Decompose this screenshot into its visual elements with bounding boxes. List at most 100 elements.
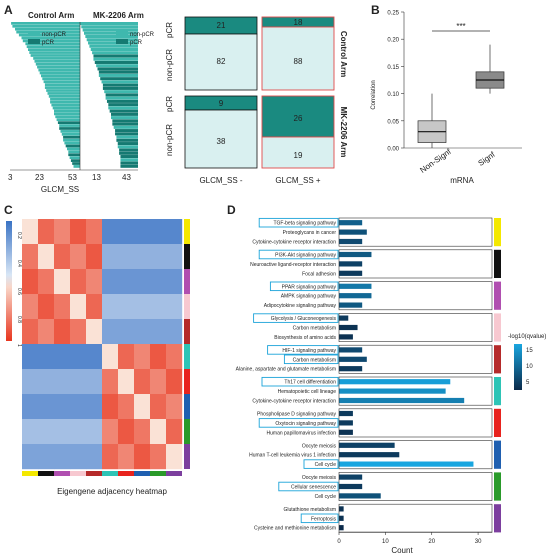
heatmap-cell	[134, 394, 151, 420]
pathway-highlight-box	[269, 281, 339, 292]
qvalue-legend-title: -log10(qvalue)	[508, 334, 546, 340]
heatmap-cell	[54, 419, 71, 445]
pathway-label: Focal adhesion	[302, 271, 336, 277]
heatmap-cell	[70, 269, 87, 295]
control-bar	[59, 127, 80, 130]
heatmap-cell	[134, 294, 151, 320]
heatmap-cell	[166, 344, 183, 370]
group-color-strip	[494, 218, 501, 247]
group-frame	[338, 503, 493, 533]
heatmap-cell	[70, 319, 87, 345]
heatmap-cell	[22, 219, 39, 245]
cell-mk-nonpcr-pos	[261, 136, 335, 169]
pathway-label: Hematopoietic cell lineage	[278, 389, 337, 395]
mk-bar	[105, 96, 138, 100]
control-bar	[51, 103, 80, 107]
b-boxes	[417, 44, 505, 148]
pathway-highlight-box	[261, 376, 339, 387]
control-bar	[68, 153, 80, 157]
mk-bar	[113, 125, 138, 129]
heatmap-cell	[54, 219, 71, 245]
module-color-side	[184, 319, 190, 344]
pathway-highlight-box	[258, 249, 339, 260]
group-frame	[338, 313, 493, 342]
heatmap-cell	[118, 394, 135, 420]
module-color-bottom	[166, 471, 182, 476]
heatmap-cell	[70, 294, 87, 320]
enrichment-bar	[339, 379, 451, 385]
enrichment-bar	[339, 388, 446, 394]
group-color-strip	[494, 249, 501, 278]
legend-swatch-nonpcr-ctrl	[28, 31, 40, 36]
pathway-label: Cytokine-cytokine receptor interaction	[252, 399, 336, 405]
heatmap-cell	[22, 294, 39, 320]
control-bar	[72, 162, 80, 165]
control-bar	[47, 92, 80, 95]
d-x-tick-label: 20	[428, 539, 435, 545]
enrichment-bar	[339, 251, 372, 258]
mk-bar	[88, 41, 138, 45]
heatmap-cell	[22, 244, 39, 270]
control-bar	[15, 27, 80, 31]
control-bar	[69, 156, 80, 160]
panel-a-table: 21 82 18 88 pCR non-pCR Control Arm 9 38…	[165, 16, 348, 185]
pathway-label: Cell cycle	[315, 494, 337, 500]
control-bar	[26, 45, 80, 49]
enrichment-bar	[339, 493, 381, 499]
pathway-label: Cysteine and methionine metabolism	[254, 526, 336, 532]
b-xlabel: mRNA	[450, 176, 474, 185]
val-mk-nonpcr-neg: 38	[217, 137, 226, 146]
enrichment-bar	[339, 220, 363, 226]
module-color-bottom	[118, 471, 134, 476]
d-x-tick-label: 0	[337, 539, 341, 545]
heatmap-color-scale	[6, 221, 12, 341]
heatmap-cell	[102, 369, 119, 395]
pathway-label: Carbon metabolism	[293, 357, 336, 363]
group-frame	[338, 217, 493, 247]
control-bar	[50, 97, 80, 101]
mk-bar	[108, 106, 138, 110]
heatmap-cell	[86, 294, 103, 320]
pathway-label: Biosynthesis of amino acids	[274, 335, 336, 341]
enrichment-bar	[339, 483, 363, 490]
heatmap-cell	[166, 219, 183, 245]
mk-bar	[81, 25, 138, 29]
heatmap-cell	[86, 444, 103, 470]
mk-bar	[102, 83, 138, 87]
enrichment-bar	[339, 334, 353, 340]
panel-b-boxplot: 0.00 0.05 0.10 0.15 0.20 0.25 *** Correlation…	[371, 11, 522, 185]
legend-swatch-pcr-mk	[116, 39, 128, 44]
group-mk: MK-2206 Arm	[339, 107, 348, 158]
mk-bar	[117, 142, 138, 146]
control-bar	[30, 54, 81, 57]
group-color-strip	[494, 472, 501, 501]
heatmap-cell	[86, 369, 103, 395]
heatmap-scale-tick: 1	[16, 344, 22, 347]
module-color-bottom	[150, 471, 166, 476]
val-ctrl-nonpcr-pos: 88	[294, 57, 303, 66]
module-color-side	[184, 444, 190, 469]
mk-bar	[97, 67, 138, 71]
heatmap-cell	[150, 269, 167, 295]
enrichment-bar	[339, 261, 363, 267]
mk-bar	[119, 148, 138, 152]
pathway-label: Human papillomavirus infection	[267, 430, 337, 436]
pathway-label: HIF-1 signaling pathway	[282, 348, 336, 354]
heatmap-cell	[54, 344, 71, 370]
heatmap-cell	[86, 244, 103, 270]
heatmap-cell	[54, 394, 71, 420]
enrichment-bar	[339, 506, 344, 512]
heatmap-cell	[70, 369, 87, 395]
enrichment-bar	[339, 461, 474, 467]
heatmap-cell	[166, 294, 183, 320]
group-frame	[338, 344, 493, 374]
group-color-strip	[494, 440, 501, 469]
pathway-label: PI3K-Akt signaling pathway	[275, 253, 336, 259]
qvalue-tick-1: 10	[526, 364, 533, 370]
control-bar	[54, 109, 80, 113]
control-bar	[34, 59, 80, 63]
control-bar	[25, 42, 80, 46]
control-bar	[55, 115, 80, 119]
enrichment-bar	[339, 302, 363, 308]
